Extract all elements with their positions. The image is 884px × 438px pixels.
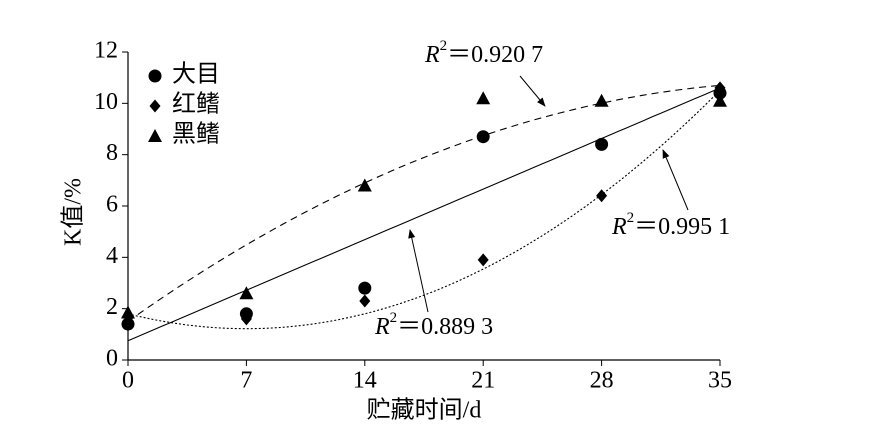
annotation-arrow xyxy=(408,229,429,313)
annotation-sup: 2 xyxy=(440,38,448,54)
annotation-sup: 2 xyxy=(390,310,398,326)
legend-marker xyxy=(149,99,161,113)
x-tick-label: 7 xyxy=(240,368,252,394)
legend-marker xyxy=(148,69,162,83)
annotation: R2＝0.920 7 xyxy=(424,38,543,67)
y-tick-label: 0 xyxy=(106,346,118,372)
fit-line xyxy=(127,90,721,330)
legend-label: 黑鳍 xyxy=(172,121,220,148)
y-tick-label: 12 xyxy=(94,38,118,64)
point xyxy=(596,189,608,203)
annotation-r: R xyxy=(611,214,627,240)
point xyxy=(358,281,372,295)
x-tick-label: 14 xyxy=(353,368,377,394)
annotation-r: R xyxy=(374,314,390,340)
point xyxy=(594,93,609,107)
point xyxy=(357,178,372,192)
y-tick-label: 2 xyxy=(106,294,118,320)
legend-label: 大目 xyxy=(172,61,220,88)
point xyxy=(239,286,254,300)
y-tick-label: 10 xyxy=(94,89,118,115)
legend-label: 红鳍 xyxy=(172,91,220,118)
point xyxy=(240,312,252,326)
annotation-text: ＝0.889 3 xyxy=(397,314,493,340)
annotation-r: R xyxy=(424,42,440,68)
annotation-arrow xyxy=(519,75,546,107)
x-tick-label: 21 xyxy=(471,368,495,394)
annotation-text: ＝0.920 7 xyxy=(447,42,543,68)
point xyxy=(476,91,491,105)
fit-line xyxy=(127,84,721,322)
annotation-sup: 2 xyxy=(627,210,635,226)
y-tick-label: 4 xyxy=(106,243,118,269)
x-tick-label: 0 xyxy=(122,368,134,394)
x-axis-title: 贮藏时间/d xyxy=(367,397,482,424)
annotation: R2＝0.889 3 xyxy=(374,310,493,339)
point xyxy=(121,317,135,331)
x-tick-label: 35 xyxy=(708,368,732,394)
annotation: R2＝0.995 1 xyxy=(611,210,730,239)
fit-line xyxy=(127,87,721,342)
point xyxy=(476,130,490,144)
y-axis-title: K值/% xyxy=(60,178,87,246)
annotation-arrow xyxy=(662,149,689,211)
point xyxy=(359,294,371,308)
legend-marker xyxy=(148,129,162,142)
point xyxy=(595,137,609,151)
x-tick-label: 28 xyxy=(590,368,614,394)
y-tick-label: 6 xyxy=(106,192,118,218)
point xyxy=(477,253,489,267)
annotation-text: ＝0.995 1 xyxy=(634,214,730,240)
point xyxy=(714,81,726,95)
point xyxy=(121,305,135,319)
y-tick-label: 8 xyxy=(106,140,118,166)
point xyxy=(713,93,727,107)
